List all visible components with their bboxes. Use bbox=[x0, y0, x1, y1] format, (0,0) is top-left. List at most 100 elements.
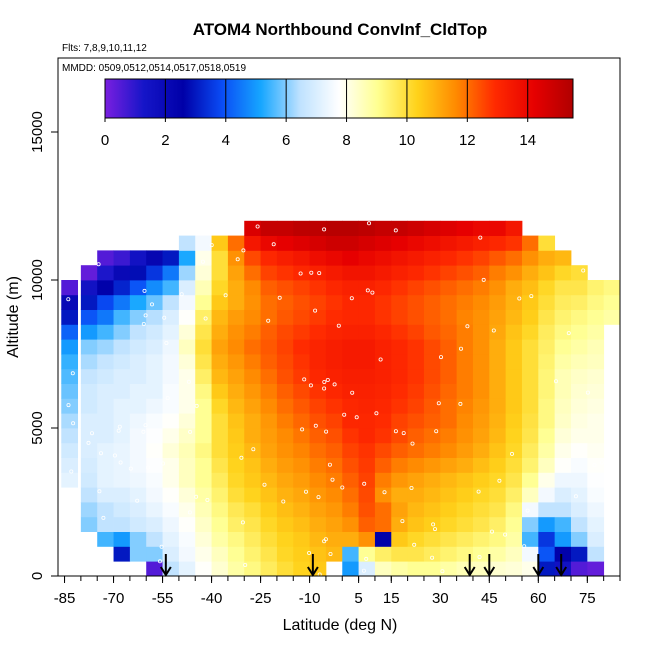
colorbar: 0 2 4 6 8 10 12 14 bbox=[101, 78, 574, 149]
heatmap-cell-11-17 bbox=[244, 309, 261, 325]
heatmap-cell-28-11 bbox=[521, 398, 539, 414]
heatmap-cell-18-0 bbox=[358, 561, 376, 577]
heatmap-cell-3-6 bbox=[113, 472, 131, 488]
flight-point-marker bbox=[525, 508, 530, 513]
flight-point-marker bbox=[432, 527, 437, 532]
heatmap-cell-21-0 bbox=[407, 561, 425, 577]
heatmap-cell-19-12 bbox=[374, 383, 392, 399]
heatmap-cell-30-14 bbox=[554, 354, 572, 370]
heatmap-cell-15-4 bbox=[309, 502, 327, 518]
flight-point-marker bbox=[477, 555, 482, 560]
flight-point-marker bbox=[118, 460, 123, 465]
heatmap-cell-7-16 bbox=[178, 324, 196, 340]
heatmap-cell-10-15 bbox=[227, 339, 245, 355]
heatmap-cell-5-8 bbox=[146, 442, 163, 458]
flight-point-marker bbox=[160, 461, 165, 466]
heatmap-cell-9-1 bbox=[211, 546, 229, 562]
heatmap-cell-20-17 bbox=[391, 309, 409, 325]
heatmap-cell-31-2 bbox=[570, 531, 588, 547]
heatmap-cell-31-9 bbox=[570, 428, 588, 444]
heatmap-cell-10-6 bbox=[227, 472, 245, 488]
heatmap-cell-26-17 bbox=[489, 309, 507, 325]
heatmap-cell-5-1 bbox=[146, 546, 163, 562]
heatmap-cell-8-11 bbox=[195, 398, 212, 414]
heatmap-cell-4-1 bbox=[129, 546, 147, 562]
heatmap-cell-2-10 bbox=[97, 413, 114, 429]
heatmap-cell-12-0 bbox=[260, 561, 278, 577]
heatmap-cell-15-17 bbox=[309, 309, 327, 325]
heatmap-cell-28-12 bbox=[521, 383, 539, 399]
heatmap-cell-10-2 bbox=[227, 531, 245, 547]
heatmap-cell-2-12 bbox=[97, 383, 114, 399]
heatmap-cell-32-1 bbox=[587, 546, 605, 562]
colorbar-tick-label-7: 14 bbox=[519, 132, 536, 149]
heatmap-cell-7-20 bbox=[178, 265, 196, 281]
flight-point-marker bbox=[309, 270, 314, 275]
heatmap-cell-24-17 bbox=[456, 309, 474, 325]
heatmap-cell-2-18 bbox=[97, 294, 114, 310]
heatmap-cell-22-8 bbox=[423, 442, 441, 458]
heatmap-cell-32-3 bbox=[587, 516, 605, 532]
heatmap-cell-27-10 bbox=[505, 413, 523, 429]
flight-point-marker bbox=[317, 271, 322, 276]
heatmap-cell-23-1 bbox=[440, 546, 458, 562]
heatmap-cell-21-14 bbox=[407, 354, 425, 370]
point-markers bbox=[66, 221, 604, 577]
heatmap-cell-22-2 bbox=[423, 531, 441, 547]
heatmap-cell-12-11 bbox=[260, 398, 278, 414]
flight-point-marker bbox=[300, 427, 305, 432]
flight-point-marker bbox=[209, 243, 214, 248]
flight-point-marker bbox=[476, 489, 481, 494]
heatmap-cell-2-8 bbox=[97, 442, 114, 458]
heatmap-cell-31-6 bbox=[570, 472, 588, 488]
heatmap-cell-15-2 bbox=[309, 531, 327, 547]
heatmap-cell-2-9 bbox=[97, 428, 114, 444]
heatmap-cell-31-1 bbox=[570, 546, 588, 562]
heatmap-cell-33-17 bbox=[603, 309, 621, 325]
heatmap-cell-31-10 bbox=[570, 413, 588, 429]
heatmap-cell-27-18 bbox=[505, 294, 523, 310]
heatmap-cell-12-7 bbox=[260, 457, 278, 473]
heatmap-cell-28-8 bbox=[521, 442, 539, 458]
heatmap-cell-31-19 bbox=[570, 280, 588, 296]
flight-point-marker bbox=[159, 544, 164, 549]
heatmap-cell-27-13 bbox=[505, 368, 523, 384]
heatmap-cell-31-20 bbox=[570, 265, 588, 281]
heatmap-cell-6-8 bbox=[162, 442, 180, 458]
heatmap-cell-12-10 bbox=[260, 413, 278, 429]
heatmap-cell-3-21 bbox=[113, 250, 131, 266]
flight-point-marker bbox=[436, 401, 441, 406]
y-tick-label-1: 5000 bbox=[29, 411, 46, 444]
heatmap-cell-29-21 bbox=[538, 250, 556, 266]
colorbar-tick-label-6: 12 bbox=[459, 132, 476, 149]
heatmap-cell-7-12 bbox=[178, 383, 196, 399]
heatmap-cell-26-19 bbox=[489, 280, 507, 296]
heatmap-cell-5-3 bbox=[146, 516, 163, 532]
heatmap-cell-21-2 bbox=[407, 531, 425, 547]
heatmap-cell-7-9 bbox=[178, 428, 196, 444]
heatmap-cell-1-11 bbox=[80, 398, 98, 414]
heatmap-cell-33-19 bbox=[603, 280, 621, 296]
flight-point-marker bbox=[410, 441, 415, 446]
flight-point-marker bbox=[554, 379, 559, 384]
heatmap-cell-9-3 bbox=[211, 516, 229, 532]
flight-point-marker bbox=[364, 556, 369, 561]
heatmap-cell-29-8 bbox=[538, 442, 556, 458]
heatmap-cell-11-10 bbox=[244, 413, 261, 429]
heatmap-cell-18-16 bbox=[358, 324, 376, 340]
heatmap-cell-19-18 bbox=[374, 294, 392, 310]
heatmap-cell-18-9 bbox=[358, 428, 376, 444]
heatmap-cell-29-0 bbox=[538, 561, 556, 577]
flight-point-marker bbox=[393, 228, 398, 233]
heatmap-cell-25-15 bbox=[472, 339, 490, 355]
flights-subtitle: Flts: 7,8,9,10,11,12 bbox=[62, 43, 147, 54]
flight-point-marker bbox=[146, 465, 151, 470]
heatmap-cell-32-15 bbox=[587, 339, 605, 355]
heatmap-cell-20-5 bbox=[391, 487, 409, 503]
heatmap-cell-28-1 bbox=[521, 546, 539, 562]
heatmap-cell-19-16 bbox=[374, 324, 392, 340]
heatmap-cell-8-1 bbox=[195, 546, 212, 562]
flight-point-marker bbox=[581, 268, 586, 273]
flight-point-marker bbox=[458, 401, 463, 406]
